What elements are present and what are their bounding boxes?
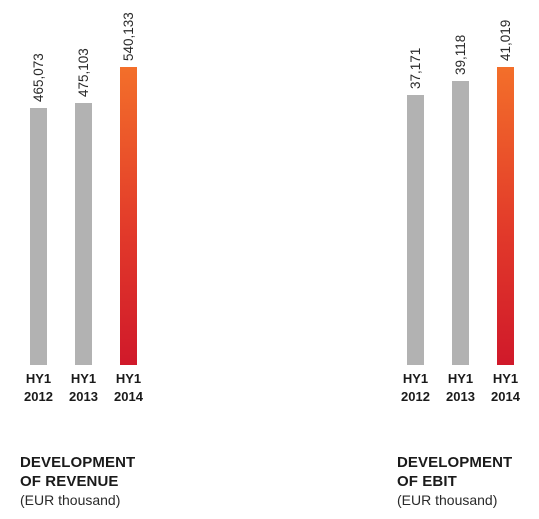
revenue-category-2012-period: HY1 — [25, 371, 52, 386]
revenue-value-label-2012: 465,073 — [30, 53, 46, 102]
revenue-title-line-2: OF REVENUE — [20, 473, 119, 490]
ebit-category-2013-year: 2013 — [446, 389, 475, 404]
ebit-category-2012-year: 2012 — [401, 389, 430, 404]
revenue-bar-hy1-2014 — [120, 67, 137, 365]
revenue-category-2014: HY1 2014 — [109, 370, 149, 406]
ebit-bar-hy1-2014 — [497, 67, 514, 365]
ebit-category-2014-period: HY1 — [492, 371, 519, 386]
ebit-title-line-1: DEVELOPMENT — [397, 454, 513, 471]
ebit-chart: 37,171 39,118 41,019 HY1 2012 HY1 2013 H… — [397, 0, 539, 519]
ebit-value-label-2013: 39,118 — [452, 34, 468, 75]
ebit-category-2013: HY1 2013 — [441, 370, 481, 406]
revenue-category-2012: HY1 2012 — [19, 370, 59, 406]
ebit-bar-hy1-2013 — [452, 81, 469, 365]
ebit-chart-title: DEVELOPMENT OF EBIT — [397, 453, 512, 491]
revenue-unit-label: (EUR thousand) — [20, 492, 121, 508]
revenue-bar-hy1-2013 — [75, 103, 92, 365]
revenue-bar-hy1-2012 — [30, 108, 47, 365]
revenue-chart: 465,073 475,103 540,133 HY1 2012 HY1 201… — [20, 0, 190, 519]
ebit-category-2012-period: HY1 — [402, 371, 429, 386]
revenue-category-2012-year: 2012 — [24, 389, 53, 404]
revenue-category-2013: HY1 2013 — [64, 370, 104, 406]
revenue-category-2013-year: 2013 — [69, 389, 98, 404]
revenue-category-2014-period: HY1 — [115, 371, 142, 386]
revenue-chart-title: DEVELOPMENT OF REVENUE — [20, 453, 135, 491]
revenue-value-label-2014: 540,133 — [120, 12, 136, 61]
revenue-title-line-1: DEVELOPMENT — [20, 454, 136, 471]
revenue-category-2013-period: HY1 — [70, 371, 97, 386]
ebit-bar-hy1-2012 — [407, 95, 424, 365]
revenue-value-label-2013: 475,103 — [75, 48, 91, 97]
ebit-category-2012: HY1 2012 — [396, 370, 436, 406]
ebit-category-2014: HY1 2014 — [486, 370, 526, 406]
ebit-category-2013-period: HY1 — [447, 371, 474, 386]
ebit-category-2014-year: 2014 — [491, 389, 520, 404]
ebit-title-line-2: OF EBIT — [397, 473, 457, 490]
revenue-category-2014-year: 2014 — [114, 389, 143, 404]
ebit-value-label-2012: 37,171 — [407, 47, 423, 89]
ebit-value-label-2014: 41,019 — [497, 19, 513, 61]
ebit-unit-label: (EUR thousand) — [397, 492, 498, 508]
